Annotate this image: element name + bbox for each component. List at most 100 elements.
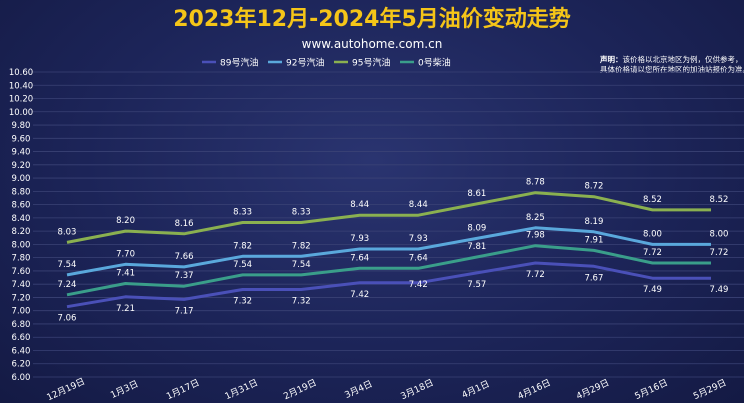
y-tick-label: 10.00 xyxy=(9,108,33,118)
legend-label: 89号汽油 xyxy=(220,57,258,69)
data-label: 7.98 xyxy=(526,231,545,241)
y-tick-label: 8.20 xyxy=(12,227,31,237)
x-tick-label: 3月18日 xyxy=(399,377,436,402)
data-label: 7.41 xyxy=(116,269,135,279)
data-label: 7.17 xyxy=(175,306,194,316)
series-line xyxy=(66,226,711,277)
y-tick-label: 7.20 xyxy=(12,293,31,303)
legend-item: 95号汽油 xyxy=(334,57,390,69)
data-label: 8.61 xyxy=(467,189,486,199)
data-label: 8.72 xyxy=(584,182,603,192)
x-tick-label: 2月19日 xyxy=(282,377,319,402)
disclaimer-label: 声明： xyxy=(599,54,623,64)
data-label: 7.24 xyxy=(58,280,77,290)
legend-item: 89号汽油 xyxy=(202,57,258,69)
legend-item: 92号汽油 xyxy=(268,57,324,69)
data-label: 8.16 xyxy=(175,219,194,229)
data-label: 7.72 xyxy=(643,248,662,258)
data-label: 7.57 xyxy=(467,280,486,290)
series-line xyxy=(66,244,711,297)
y-tick-label: 7.40 xyxy=(12,280,31,290)
data-label: 8.44 xyxy=(350,200,369,210)
data-label: 7.42 xyxy=(409,280,428,290)
data-label: 7.42 xyxy=(350,290,369,300)
data-label: 7.72 xyxy=(710,248,729,258)
y-tick-label: 6.40 xyxy=(12,346,31,356)
data-label: 7.64 xyxy=(409,253,428,263)
legend-item: 0号柴油 xyxy=(400,57,451,69)
data-label: 8.33 xyxy=(292,208,311,218)
y-tick-label: 6.20 xyxy=(12,360,31,370)
data-labels: 7.06 7.21 7.17 7.32 7.32 7.42 7.57 7.72 7.67 7.49… xyxy=(58,178,729,324)
data-label: 8.33 xyxy=(233,208,252,218)
data-label: 8.03 xyxy=(58,227,77,237)
disclaimer-line2: 具体价格请以您所在地区的加油站报价为准。 xyxy=(600,64,744,74)
data-label: 7.70 xyxy=(116,249,135,259)
y-tick-label: 7.00 xyxy=(12,307,31,317)
data-label: 7.54 xyxy=(292,260,311,270)
y-tick-label: 6.80 xyxy=(12,320,31,330)
x-tick-label: 1月3日 xyxy=(109,379,140,401)
y-tick-label: 8.40 xyxy=(12,214,31,224)
y-tick-label: 8.80 xyxy=(12,187,31,197)
data-label: 7.32 xyxy=(233,296,252,306)
data-label: 7.67 xyxy=(584,273,603,283)
x-tick-label: 12月19日 xyxy=(45,376,87,403)
chart-legend: 89号汽油 92号汽油 95号汽油 0号柴油 xyxy=(202,57,451,69)
data-label: 8.25 xyxy=(526,213,545,223)
chart-subtitle: www.autohome.com.cn xyxy=(302,37,443,51)
x-tick-label: 3月4日 xyxy=(343,379,374,401)
y-tick-label: 10.40 xyxy=(9,81,33,91)
data-label: 7.81 xyxy=(467,242,486,252)
y-tick-label: 9.80 xyxy=(12,121,31,131)
data-label: 7.66 xyxy=(175,252,194,262)
data-label: 8.00 xyxy=(643,229,662,239)
data-label: 7.82 xyxy=(233,241,252,251)
y-tick-label: 9.00 xyxy=(12,174,31,184)
data-label: 7.49 xyxy=(710,285,729,295)
y-tick-label: 8.60 xyxy=(12,201,31,211)
data-label: 8.09 xyxy=(467,223,486,233)
data-label: 7.91 xyxy=(584,235,603,245)
svg-text:声明：该价格以北京地区为例，仅供参考，: 声明：该价格以北京地区为例，仅供参考， xyxy=(599,54,743,64)
y-tick-label: 6.00 xyxy=(12,373,31,383)
data-label: 7.82 xyxy=(292,241,311,251)
chart-title: 2023年12月-2024年5月油价变动走势 xyxy=(173,6,571,32)
data-label: 8.20 xyxy=(116,216,135,226)
y-tick-label: 10.60 xyxy=(9,68,33,78)
legend-label: 95号汽油 xyxy=(352,57,390,69)
data-label: 8.52 xyxy=(643,195,662,205)
data-label: 7.32 xyxy=(292,296,311,306)
x-tick-label: 4月29日 xyxy=(575,377,612,402)
data-label: 7.06 xyxy=(58,314,77,324)
x-tick-label: 4月1日 xyxy=(460,379,491,401)
y-tick-label: 9.40 xyxy=(12,148,31,158)
x-tick-label: 5月16日 xyxy=(633,377,670,402)
series-line xyxy=(66,191,711,244)
disclaimer-line1: 该价格以北京地区为例，仅供参考， xyxy=(623,54,743,64)
data-label: 7.37 xyxy=(175,271,194,281)
y-axis: 6.00 6.20 6.40 6.60 6.80 7.00 7.20 7.40 7.60 7.80… xyxy=(9,68,33,383)
legend-label: 0号柴油 xyxy=(418,57,451,69)
x-axis: 12月19日 1月3日 1月17日 1月31日 2月19日 3月4日 3月18日 4月1日 4月… xyxy=(45,376,728,403)
series-line xyxy=(66,261,711,309)
data-label: 7.93 xyxy=(350,234,369,244)
x-tick-label: 1月31日 xyxy=(223,377,260,402)
data-label: 8.19 xyxy=(584,217,603,227)
data-label: 8.78 xyxy=(526,178,545,188)
chart-grid xyxy=(33,71,744,378)
data-label: 7.54 xyxy=(58,260,77,270)
y-tick-label: 9.20 xyxy=(12,161,31,171)
y-tick-label: 8.00 xyxy=(12,240,31,250)
x-tick-label: 5月29日 xyxy=(692,377,729,402)
data-label: 7.64 xyxy=(350,253,369,263)
data-label: 8.44 xyxy=(409,200,428,210)
y-tick-label: 7.80 xyxy=(12,254,31,264)
y-tick-label: 6.60 xyxy=(12,333,31,343)
data-label: 7.54 xyxy=(233,260,252,270)
x-tick-label: 4月16日 xyxy=(516,377,553,402)
data-label: 8.52 xyxy=(710,195,729,205)
y-tick-label: 7.60 xyxy=(12,267,31,277)
